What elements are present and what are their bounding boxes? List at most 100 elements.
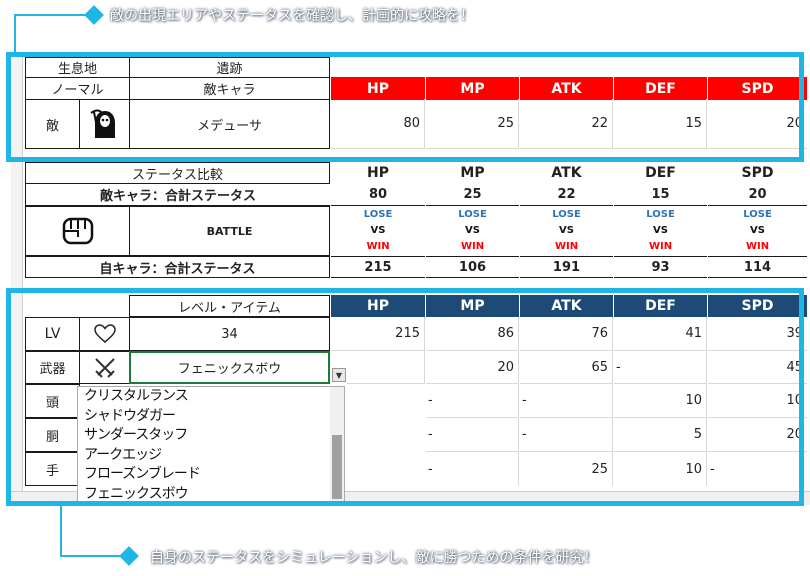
dropdown-scrollbar[interactable]: [330, 387, 344, 503]
hp-lose-label: LOSE: [363, 209, 393, 220]
atk-win-label: WIN: [554, 241, 579, 252]
enemy-highlight-frame: [6, 52, 804, 162]
battle-def-result: LOSE VS WIN: [614, 206, 707, 256]
weapon-icon-cell: [79, 351, 130, 384]
lv-value[interactable]: 34: [129, 317, 330, 351]
heart-icon: [93, 324, 116, 343]
weapon-hp: [347, 351, 425, 384]
battle-mp-result: LOSE VS WIN: [426, 206, 519, 256]
reaper-icon: [89, 109, 115, 139]
hp-win-label: WIN: [366, 241, 390, 252]
crossed-swords-icon: [94, 357, 115, 378]
self-total-def: 93: [614, 256, 707, 278]
self-total-mp: 106: [426, 256, 519, 278]
battle-icon-cell: [25, 206, 130, 256]
self-total-spd: 114: [708, 256, 807, 278]
mp-vs-label: VS: [465, 225, 480, 236]
enemy-atk-header: ATK: [520, 77, 613, 100]
weapon-dropdown-list[interactable]: クリスタルランス シャドウダガー サンダースタッフ アークエッジ フローズンブレ…: [77, 386, 345, 504]
head-spd: 10: [708, 384, 807, 418]
enemy-total-def: 15: [614, 184, 707, 206]
enemy-mp-value: 25: [426, 99, 519, 149]
battle-spd-result: LOSE VS WIN: [708, 206, 807, 256]
head-def: 10: [614, 384, 707, 418]
self-hp-header: HP: [331, 295, 425, 317]
hand-def: 10: [614, 452, 707, 486]
compare-title: ステータス比較: [25, 162, 330, 184]
dropdown-option[interactable]: フローズンブレード: [84, 466, 201, 482]
self-mp-header: MP: [426, 295, 519, 317]
fist-icon: [62, 217, 93, 245]
enemy-spd-header: SPD: [708, 77, 807, 100]
compare-atk-header: ATK: [551, 165, 582, 181]
enemy-name: メデューサ: [129, 99, 330, 149]
head-mp: -: [426, 384, 519, 418]
dropdown-option[interactable]: シャドウダガー: [84, 407, 176, 424]
lv-atk: 76: [520, 317, 613, 351]
top-callout-stem: [14, 14, 16, 54]
mp-win-label: WIN: [460, 241, 485, 252]
def-lose-label: LOSE: [646, 209, 675, 220]
self-def-header: DEF: [614, 295, 707, 317]
enemy-total-atk: 22: [520, 184, 613, 206]
weapon-atk: 65: [520, 351, 613, 384]
body-def: 5: [614, 418, 707, 452]
dropdown-option[interactable]: クリスタルランス: [84, 388, 189, 404]
self-total-atk: 191: [520, 256, 613, 278]
lv-mp: 86: [426, 317, 519, 351]
enemy-atk-value: 22: [520, 99, 613, 149]
row-header-strip: [11, 55, 23, 505]
self-total-label: 自キャラ：合計ステータス: [25, 256, 330, 278]
battle-hp-result: LOSE VS WIN: [331, 206, 425, 256]
bottom-callout-text: 自身のステータスをシミュレーションし、敵に勝つための条件を研究！: [150, 550, 598, 566]
def-vs-label: VS: [653, 225, 668, 236]
dropdown-option[interactable]: アークエッジ: [84, 446, 162, 463]
compare-spd-header: SPD: [741, 165, 774, 181]
hand-atk: 25: [520, 452, 613, 486]
dropdown-option[interactable]: サンダースタッフ: [84, 427, 188, 443]
lv-spd: 39: [708, 317, 807, 351]
def-win-label: WIN: [648, 241, 673, 252]
spd-win-label: WIN: [745, 241, 770, 252]
self-highlight-frame: [6, 288, 804, 506]
bottom-callout-diamond-icon: [119, 546, 139, 566]
enemy-total-spd: 20: [708, 184, 807, 206]
bottom-callout-stem: [60, 506, 62, 556]
enemy-def-value: 15: [614, 99, 707, 149]
spreadsheet: 生息地 遺跡 ノーマル 敵キャラ HP MP ATK DEF SPD 敵 メデュ…: [11, 55, 810, 505]
battle-atk-result: LOSE VS WIN: [520, 206, 613, 256]
weapon-dropdown-arrow-icon[interactable]: ▼: [332, 368, 346, 382]
enemy-total-hp: 80: [331, 184, 425, 206]
top-callout-line: [14, 14, 96, 16]
compare-mp-header: MP: [460, 165, 485, 181]
enemy-mp-header: MP: [426, 77, 519, 100]
weapon-def: -: [614, 351, 707, 384]
lv-def: 41: [614, 317, 707, 351]
enemy-total-label: 敵キャラ：合計ステータス: [25, 184, 330, 206]
body-atk: -: [520, 418, 613, 452]
enemy-def-header: DEF: [614, 77, 707, 100]
hand-mp: -: [426, 452, 519, 486]
hp-vs-label: VS: [370, 225, 386, 236]
battle-label: BATTLE: [129, 206, 330, 256]
weapon-mp: 20: [426, 351, 519, 384]
top-callout-diamond-icon: [84, 5, 104, 25]
enemy-total-mp: 25: [426, 184, 519, 206]
enemy-spd-value: 20: [708, 99, 807, 149]
weapon-select[interactable]: フェニックスボウ: [129, 351, 330, 384]
compare-def-header: DEF: [645, 165, 676, 181]
self-atk-header: ATK: [520, 295, 613, 317]
enemy-hp-header: HP: [331, 77, 425, 100]
body-mp: -: [426, 418, 519, 452]
compare-hp-header: HP: [367, 165, 389, 181]
head-atk: -: [520, 384, 613, 418]
level-item-label: レベル・アイテム: [129, 295, 330, 317]
dropdown-option[interactable]: フェニックスボウ: [84, 485, 189, 502]
dropdown-scroll-thumb[interactable]: [332, 435, 342, 499]
weapon-spd: 45: [708, 351, 807, 384]
spd-vs-label: VS: [750, 225, 765, 236]
top-callout-text: 敵の出現エリアやステータスを確認し、計画的に攻略を！: [110, 8, 474, 24]
atk-vs-label: VS: [559, 225, 574, 236]
atk-lose-label: LOSE: [552, 209, 581, 220]
hand-spd: -: [710, 461, 715, 477]
